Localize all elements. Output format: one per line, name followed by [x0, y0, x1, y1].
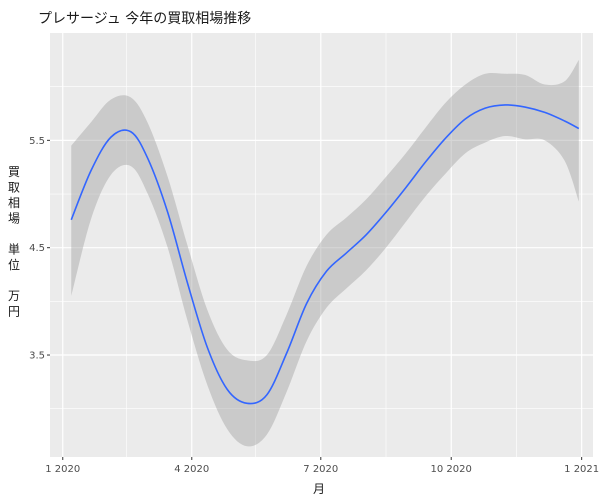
y-axis-title-char: 円: [8, 305, 20, 319]
trend-line-path: [70, 104, 580, 405]
plot-panel: [50, 33, 593, 457]
y-tick-label: 5.5: [29, 136, 45, 147]
y-axis-title-char: 場: [8, 212, 20, 226]
x-tick-label: 4 2020: [174, 464, 209, 475]
y-axis-title-char: 位: [8, 257, 20, 272]
y-axis-title-char: 取: [8, 181, 20, 195]
y-tick-label: 3.5: [29, 351, 45, 362]
x-tick-label: 10 2020: [431, 464, 472, 475]
x-tick-label: 1 2020: [45, 464, 80, 475]
trend-line: [70, 104, 580, 405]
confidence-band-area: [71, 59, 579, 447]
y-axis-title-char: 単: [8, 243, 20, 257]
chart-title: プレサージュ 今年の買取相場推移: [38, 11, 251, 27]
x-axis: 1 2020 4 2020 7 2020 10 2020 1 2021: [45, 457, 599, 475]
x-axis-title: 月: [313, 482, 325, 496]
y-axis-title-char: 買: [8, 165, 20, 179]
y-axis-title-char: 相: [8, 196, 20, 210]
confidence-band: [71, 59, 579, 447]
x-tick-label: 1 2021: [564, 464, 599, 475]
y-axis-title-char: 万: [8, 289, 20, 303]
gridlines: [50, 33, 593, 457]
x-tick-label: 7 2020: [303, 464, 338, 475]
y-tick-label: 4.5: [29, 243, 45, 254]
y-axis: 3.5 4.5 5.5: [29, 136, 50, 362]
